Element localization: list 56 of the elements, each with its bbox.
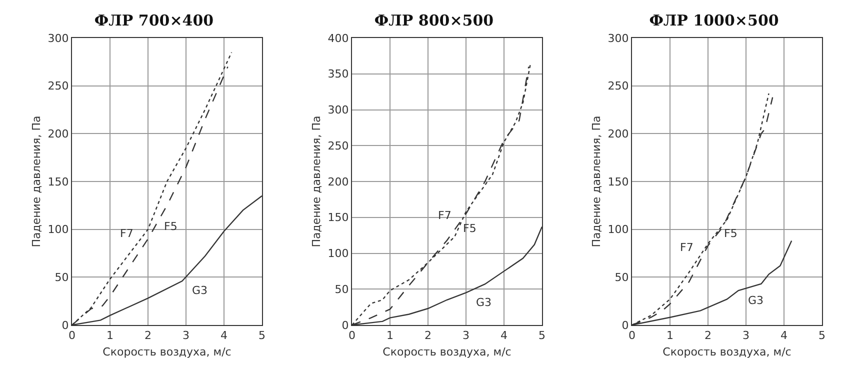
y-tick-label: 150 <box>328 211 349 224</box>
series-label: F5 <box>724 227 738 240</box>
x-tick-label: 3 <box>462 329 470 342</box>
series-label: F5 <box>164 220 178 233</box>
series-label: F7 <box>438 209 452 222</box>
x-tick-label: 1 <box>386 329 394 342</box>
y-axis-title: Падение давления, Па <box>30 116 43 248</box>
y-tick-label: 300 <box>328 104 349 117</box>
x-axis-title: Скорость воздуха, м/с <box>382 345 512 358</box>
chart-title: ФЛР 1000×500 <box>649 11 779 30</box>
y-tick-label: 250 <box>328 139 349 152</box>
x-tick-label: 2 <box>704 329 712 342</box>
y-axis-title: Падение давления, Па <box>590 116 603 248</box>
y-tick-label: 150 <box>48 175 69 188</box>
y-tick-label: 100 <box>328 247 349 260</box>
x-axis-title: Скорость воздуха, м/с <box>102 345 232 358</box>
x-tick-label: 4 <box>780 329 788 342</box>
y-tick-label: 350 <box>328 68 349 81</box>
series-label: G3 <box>748 294 764 307</box>
x-tick-label: 2 <box>144 329 152 342</box>
x-tick-label: 5 <box>258 329 266 342</box>
y-tick-label: 300 <box>48 32 69 45</box>
y-tick-label: 50 <box>614 271 629 284</box>
y-axis-title: Падение давления, Па <box>310 116 323 248</box>
x-tick-label: 3 <box>182 329 190 342</box>
x-tick-label: 1 <box>666 329 674 342</box>
y-tick-label: 250 <box>48 80 69 93</box>
series-label: F5 <box>463 222 476 235</box>
y-tick-label: 200 <box>608 128 629 141</box>
y-tick-label: 300 <box>608 32 629 45</box>
y-tick-label: 0 <box>622 318 629 332</box>
x-tick-label: 2 <box>424 329 432 342</box>
y-tick-label: 0 <box>342 318 349 332</box>
series-label: G3 <box>476 296 492 309</box>
x-tick-label: 5 <box>538 329 546 342</box>
chart-title: ФЛР 800×500 <box>374 11 494 30</box>
y-tick-label: 200 <box>48 128 69 141</box>
x-tick-label: 4 <box>500 329 508 342</box>
y-tick-label: 150 <box>608 175 629 188</box>
y-tick-label: 0 <box>62 318 69 332</box>
y-tick-label: 100 <box>48 223 69 236</box>
x-tick-label: 3 <box>742 329 750 342</box>
series-label: G3 <box>192 284 208 297</box>
y-tick-label: 200 <box>328 175 349 188</box>
series-label: F7 <box>680 241 694 254</box>
y-tick-label: 250 <box>608 80 629 93</box>
y-tick-label: 400 <box>328 32 349 45</box>
y-tick-label: 50 <box>54 271 69 284</box>
x-tick-label: 5 <box>818 329 826 342</box>
x-axis-title: Скорость воздуха, м/с <box>662 345 792 358</box>
x-tick-label: 4 <box>220 329 228 342</box>
y-tick-label: 50 <box>334 282 349 296</box>
x-tick-label: 1 <box>106 329 114 342</box>
series-label: F7 <box>120 227 134 240</box>
chart-title: ФЛР 700×400 <box>94 11 214 30</box>
y-tick-label: 100 <box>608 223 629 236</box>
